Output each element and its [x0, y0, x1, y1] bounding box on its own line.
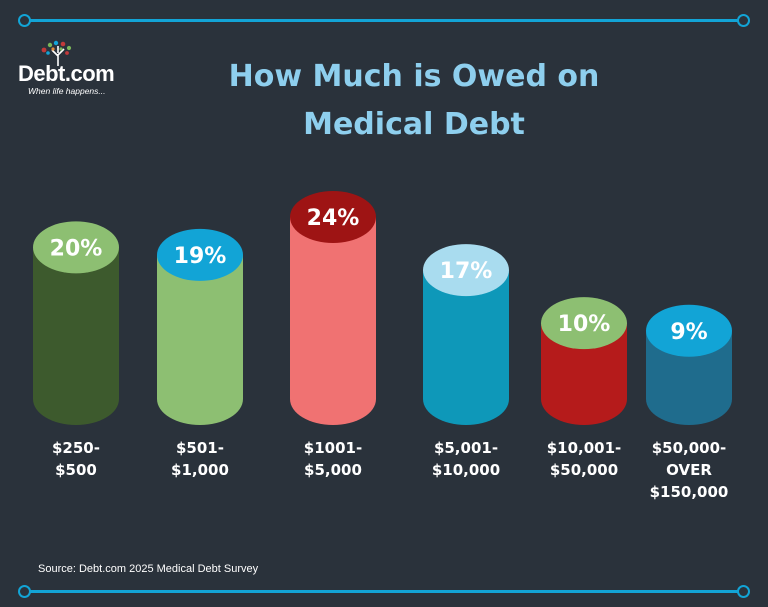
data-label: 9%: [670, 320, 707, 345]
bar-cap: [33, 221, 119, 274]
bar-6: 9%: [646, 304, 732, 425]
bar-1: 20%: [33, 221, 119, 425]
data-label: 17%: [440, 259, 493, 284]
title-line-1: How Much is Owed on: [228, 59, 600, 94]
category-label: $1001- $5,000: [303, 439, 363, 479]
brand-name: Debt.com: [18, 61, 115, 86]
data-label: 20%: [50, 236, 103, 261]
bar-cap: [541, 297, 627, 350]
divider-end-dot: [737, 14, 750, 27]
data-label: 10%: [558, 312, 611, 337]
data-label: 19%: [174, 244, 227, 269]
category-label: $50,000- OVER $150,000: [649, 439, 729, 501]
title-line-2: Medical Debt: [303, 107, 525, 142]
category-label: $501- $1,000: [171, 439, 229, 479]
source-note: Source: Debt.com 2025 Medical Debt Surve…: [38, 563, 259, 575]
category-label: $5,001- $10,000: [431, 439, 501, 479]
data-label: 24%: [307, 206, 360, 231]
bar-2: 19%: [157, 228, 243, 425]
bottom-divider: [18, 585, 750, 598]
brand-logo: Debt.com When life happens...: [18, 40, 138, 100]
divider-end-dot: [18, 585, 31, 598]
bar-cap: [157, 228, 243, 281]
brand-tagline: When life happens...: [28, 86, 106, 96]
chart-title: How Much is Owed on Medical Debt: [164, 53, 664, 149]
bar-body: [423, 270, 509, 425]
category-label: $10,001- $50,000: [546, 439, 622, 479]
top-divider: [18, 14, 750, 27]
bar-3: 24%: [290, 191, 376, 425]
bar-5: 10%: [541, 297, 627, 425]
category-label: $250- $500: [52, 439, 100, 479]
divider-end-dot: [737, 585, 750, 598]
bar-4: 17%: [423, 244, 509, 425]
bar-cap: [423, 244, 509, 297]
bar-cap: [290, 191, 376, 243]
bar-body: [33, 247, 119, 425]
tree-icon: [41, 40, 72, 66]
bar-body: [157, 254, 243, 425]
bar-body: [541, 323, 627, 425]
bar-body: [646, 330, 732, 425]
bar-cap: [646, 304, 732, 357]
bar-body: [290, 217, 376, 425]
divider-end-dot: [18, 14, 31, 27]
